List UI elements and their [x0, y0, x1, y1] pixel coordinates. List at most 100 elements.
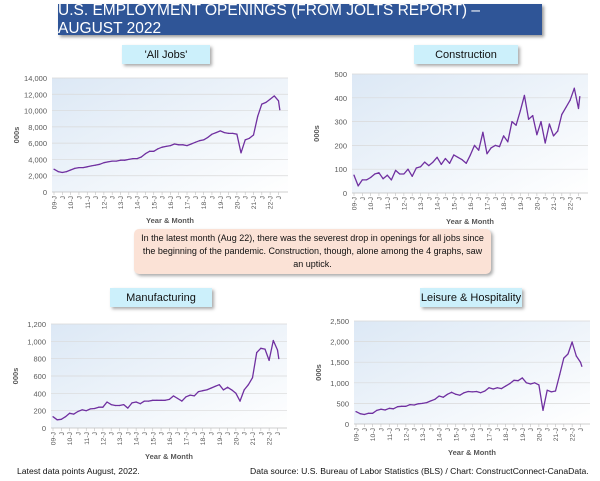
data-point: [532, 115, 534, 117]
x-tick-label: J: [493, 197, 500, 200]
data-point: [86, 166, 88, 168]
data-point: [119, 159, 122, 161]
data-point: [207, 136, 209, 139]
data-point: [573, 87, 575, 89]
x-tick-label: 22-J: [268, 196, 275, 209]
x-tick-label: 11-J: [385, 197, 392, 210]
data-point: [160, 399, 162, 401]
data-point: [268, 359, 270, 361]
x-tick-label: J: [376, 197, 383, 200]
y-tick-label: 500: [336, 399, 349, 408]
data-point: [57, 171, 59, 173]
y-tick-label: 1,000: [330, 379, 349, 388]
data-point: [218, 384, 220, 386]
data-point: [61, 171, 63, 174]
x-tick-label: J: [142, 432, 149, 435]
data-point: [401, 405, 403, 407]
data-point: [432, 161, 434, 163]
data-point: [173, 143, 176, 145]
x-tick-label: 19-J: [520, 428, 527, 441]
data-point: [407, 168, 409, 170]
data-point: [118, 404, 121, 407]
data-point: [168, 398, 170, 400]
data-point: [409, 404, 411, 406]
chart-title-all-jobs: 'All Jobs': [122, 45, 210, 64]
data-point: [227, 132, 230, 134]
x-tick-label: J: [545, 428, 552, 431]
chart-title-leisure: Leisure & Hospitality: [420, 288, 522, 307]
x-tick-label: 15-J: [150, 432, 157, 445]
data-point: [279, 109, 281, 111]
x-tick-label: 17-J: [485, 197, 492, 210]
data-point: [172, 395, 175, 397]
y-tick-label: 1,500: [330, 358, 349, 367]
x-tick-label: 12-J: [401, 197, 408, 210]
data-point: [243, 389, 245, 391]
x-tick-label: 21-J: [251, 196, 258, 209]
data-point: [194, 141, 196, 143]
x-tick-label: 18-J: [201, 196, 208, 209]
x-tick-label: 18-J: [503, 428, 510, 441]
data-point: [557, 130, 559, 132]
data-point: [446, 393, 449, 395]
x-tick-label: 20-J: [534, 197, 541, 210]
data-point: [93, 407, 96, 410]
data-point: [202, 390, 204, 392]
data-point: [571, 341, 573, 343]
data-point: [53, 168, 55, 170]
x-tick-label: J: [125, 432, 132, 435]
y-tick-label: 200: [33, 407, 46, 416]
x-tick-label: 18-J: [200, 432, 207, 445]
x-tick-label: J: [209, 196, 216, 199]
x-tick-label: J: [476, 197, 483, 200]
x-tick-label: J: [160, 196, 167, 199]
data-point: [103, 162, 105, 164]
data-point: [106, 401, 108, 403]
data-point: [403, 173, 405, 175]
data-point: [496, 387, 498, 389]
x-tick-label: 20-J: [234, 196, 241, 209]
data-point: [413, 404, 415, 406]
data-point: [444, 157, 447, 160]
x-tick-label: 11-J: [387, 428, 394, 441]
x-tick-label: J: [126, 196, 133, 199]
data-point: [99, 163, 101, 165]
data-point: [563, 357, 565, 359]
data-point: [382, 178, 384, 180]
data-point: [240, 152, 242, 154]
data-point: [484, 390, 486, 392]
x-tick-label: 16-J: [468, 197, 475, 210]
data-point: [127, 407, 129, 409]
y-tick-label: 0: [345, 420, 349, 429]
x-tick-label: 11-J: [85, 196, 92, 209]
data-point: [236, 133, 238, 135]
data-point: [505, 385, 507, 387]
data-point: [140, 156, 142, 158]
data-point: [56, 419, 58, 421]
y-tick-label: 200: [334, 141, 347, 150]
data-point: [182, 144, 184, 146]
x-tick-label: J: [159, 432, 166, 435]
y-tick-label: 6,000: [28, 139, 47, 148]
x-tick-label: J: [110, 196, 117, 199]
data-point: [157, 148, 159, 150]
data-point: [77, 410, 79, 413]
x-tick-label: J: [360, 197, 367, 200]
x-tick-label: J: [543, 197, 550, 200]
data-point: [546, 389, 548, 391]
data-point: [185, 396, 187, 398]
data-point: [475, 390, 478, 393]
data-point: [542, 409, 544, 412]
y-tick-label: 4,000: [28, 155, 47, 164]
data-point: [372, 412, 374, 414]
data-point: [102, 406, 104, 408]
x-tick-label: J: [93, 196, 100, 199]
data-point: [486, 153, 488, 155]
y-tick-label: 300: [334, 118, 347, 127]
data-point: [459, 394, 461, 396]
data-point: [442, 396, 444, 398]
data-point: [169, 144, 171, 147]
y-tick-label: 800: [33, 355, 46, 364]
data-point: [509, 383, 511, 385]
